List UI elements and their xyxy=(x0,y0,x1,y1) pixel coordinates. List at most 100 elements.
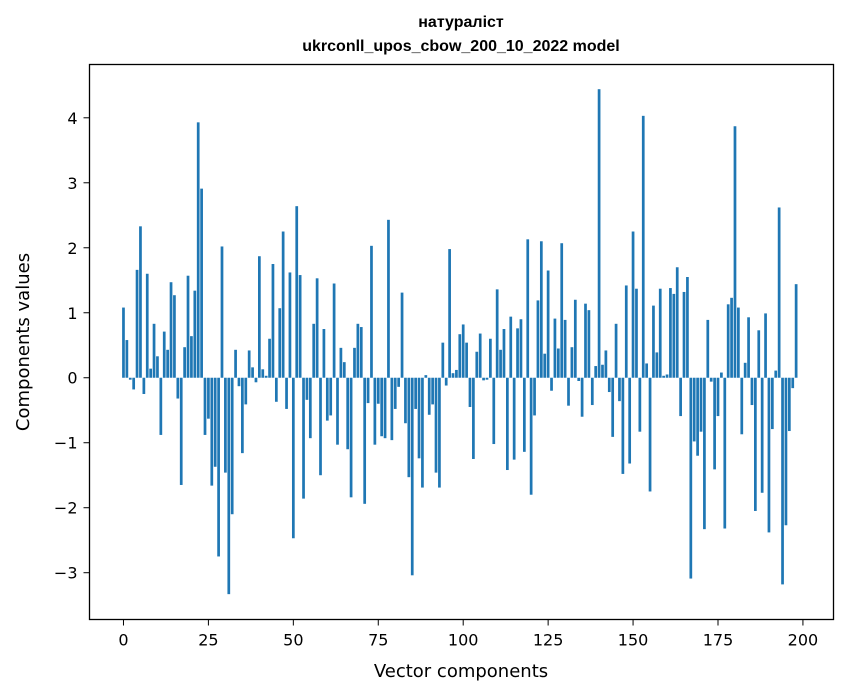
bar xyxy=(658,288,662,378)
bar xyxy=(760,377,764,493)
bar xyxy=(584,303,587,378)
bar xyxy=(159,377,163,435)
bar xyxy=(750,377,754,406)
bar xyxy=(757,330,761,378)
bar xyxy=(329,377,333,416)
bar xyxy=(743,362,747,378)
y-tick-label: 3 xyxy=(67,174,77,193)
bar xyxy=(451,373,455,378)
bar xyxy=(251,367,254,378)
bar xyxy=(264,375,268,378)
bar xyxy=(380,377,384,437)
bar xyxy=(502,329,506,378)
bar xyxy=(128,377,132,380)
bar xyxy=(475,351,479,378)
bar xyxy=(278,308,282,378)
bar xyxy=(183,347,186,378)
bar xyxy=(135,269,139,378)
bar xyxy=(465,342,468,378)
bar xyxy=(274,377,278,402)
bar xyxy=(393,377,397,409)
bar xyxy=(594,366,598,378)
bar xyxy=(764,313,767,378)
bar xyxy=(546,270,550,378)
bar xyxy=(431,377,434,405)
bar xyxy=(614,323,618,378)
bar xyxy=(438,377,441,488)
bar xyxy=(363,377,367,504)
bar xyxy=(190,336,193,378)
bar xyxy=(770,377,774,430)
bar xyxy=(315,278,319,378)
bar xyxy=(516,328,519,378)
bar xyxy=(390,377,394,441)
bar xyxy=(536,300,540,378)
x-axis: 0 25 50 75 100 125 150 175 200 xyxy=(118,619,819,650)
bar xyxy=(692,377,696,442)
bar xyxy=(580,377,584,417)
bar xyxy=(376,377,380,404)
bar xyxy=(173,295,176,378)
x-tick-label: 25 xyxy=(198,631,218,650)
bar xyxy=(166,349,169,378)
x-axis-label: Vector components xyxy=(374,661,548,682)
bar xyxy=(179,377,183,485)
bar xyxy=(383,377,387,439)
bar xyxy=(713,377,716,470)
bar xyxy=(213,377,217,467)
y-tick-label: −1 xyxy=(54,434,78,453)
bar xyxy=(699,377,703,432)
bar xyxy=(747,317,750,378)
bar xyxy=(550,377,553,391)
bar xyxy=(730,297,733,378)
bar xyxy=(308,377,312,439)
bar xyxy=(353,347,356,378)
bar xyxy=(522,377,526,452)
bar xyxy=(281,231,285,378)
bar xyxy=(512,377,516,460)
bar xyxy=(621,377,625,474)
bar xyxy=(716,377,720,417)
bar xyxy=(258,256,261,378)
bar xyxy=(387,219,390,378)
x-tick-label: 200 xyxy=(788,631,819,650)
bar xyxy=(152,323,156,378)
bar xyxy=(696,377,699,456)
bar xyxy=(397,377,401,387)
bar xyxy=(444,377,448,386)
x-tick-label: 100 xyxy=(448,631,479,650)
x-tick-label: 150 xyxy=(618,631,649,650)
bar xyxy=(709,377,713,382)
x-tick-label: 75 xyxy=(368,631,388,650)
bar xyxy=(261,369,265,378)
bar xyxy=(672,293,676,378)
bar xyxy=(359,327,363,378)
bar xyxy=(777,207,781,378)
bar xyxy=(207,377,210,419)
bar xyxy=(489,338,492,378)
x-tick-label: 50 xyxy=(283,631,303,650)
bar xyxy=(519,319,523,378)
bar xyxy=(322,329,326,378)
bar xyxy=(570,347,574,378)
bar xyxy=(604,350,608,378)
bar xyxy=(332,283,336,378)
bar xyxy=(597,89,601,378)
bar xyxy=(689,377,693,579)
bar xyxy=(533,377,536,416)
bar xyxy=(468,377,472,407)
bar xyxy=(427,377,431,415)
bar xyxy=(193,290,197,378)
bar xyxy=(417,377,421,459)
chart-title-line1: натураліст xyxy=(418,14,504,31)
bar xyxy=(312,323,316,378)
bar xyxy=(556,348,560,378)
bar xyxy=(356,323,360,378)
bar xyxy=(509,316,513,378)
bar xyxy=(767,377,771,533)
bar xyxy=(461,324,465,378)
bar xyxy=(220,246,224,378)
bar xyxy=(200,188,203,378)
plot-frame xyxy=(88,63,835,621)
